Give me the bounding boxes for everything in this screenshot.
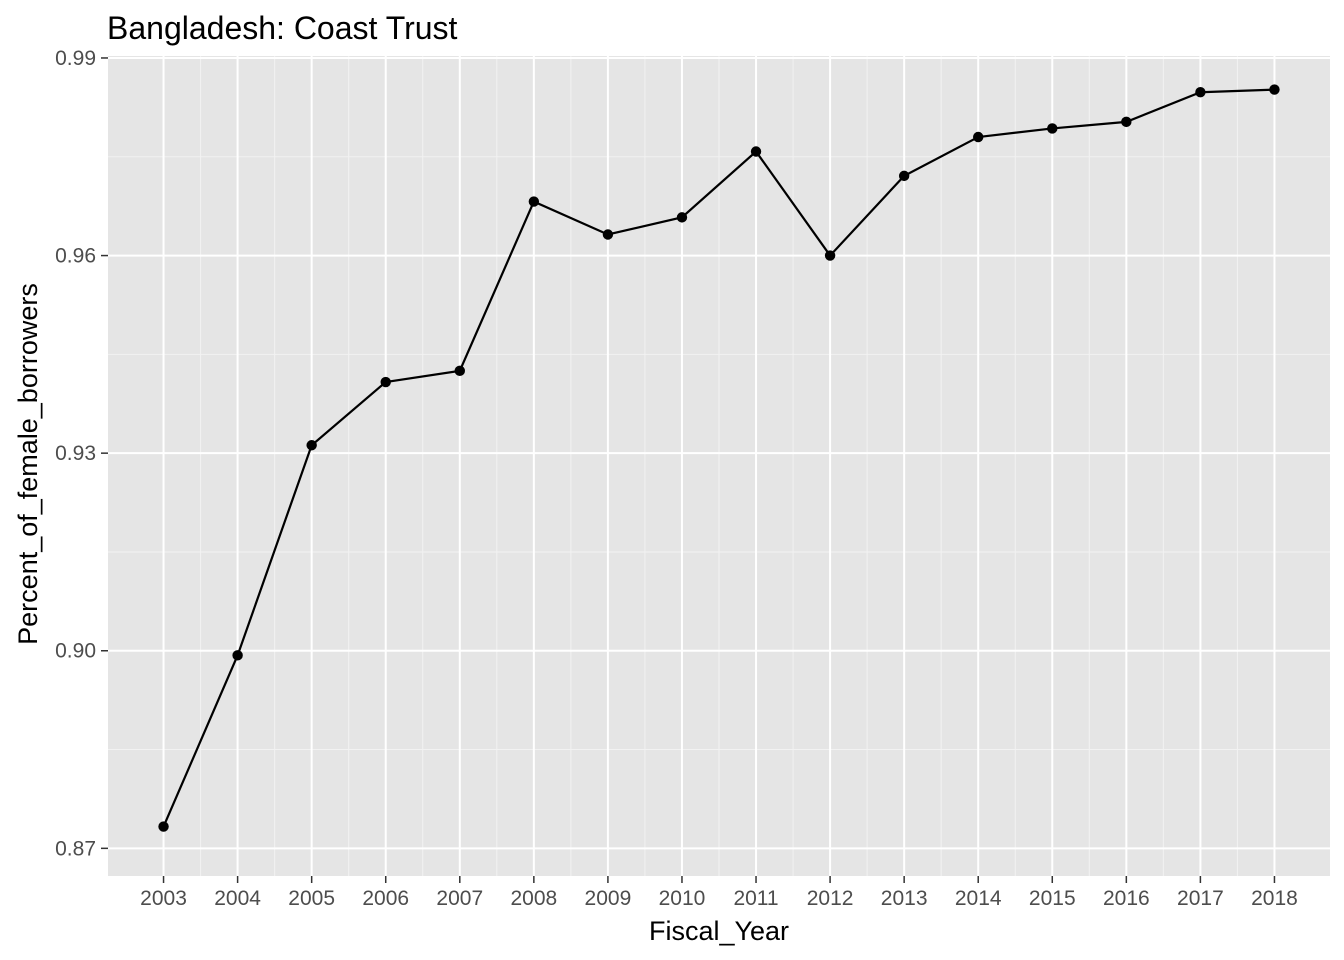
y-tick-label: 0.87 — [55, 837, 96, 860]
x-tick-label: 2010 — [659, 887, 706, 910]
data-points — [158, 84, 1280, 832]
y-axis-title: Percent_of_female_borrowers — [13, 283, 43, 645]
data-point — [528, 196, 540, 207]
x-tick-label: 2005 — [288, 887, 335, 910]
x-tick-label: 2014 — [955, 887, 1002, 910]
x-tick-label: 2015 — [1029, 887, 1076, 910]
x-tick-label: 2007 — [436, 887, 483, 910]
data-point — [973, 131, 984, 143]
data-point — [750, 146, 762, 157]
major-gridlines — [108, 56, 1330, 876]
x-tick-label: 2018 — [1251, 887, 1298, 910]
x-tick-label: 2003 — [140, 887, 187, 910]
x-tick-label: 2008 — [510, 887, 557, 910]
data-point — [898, 170, 910, 182]
data-point — [824, 250, 836, 261]
data-point — [454, 365, 465, 377]
x-tick-label: 2011 — [733, 887, 778, 910]
chart-title: Bangladesh: Coast Trust — [107, 10, 458, 46]
y-tick-label: 0.90 — [55, 640, 96, 663]
series-line — [162, 88, 1275, 828]
data-point — [158, 821, 169, 832]
y-axis: 0.87 0.90 0.93 0.96 0.99 — [55, 47, 108, 860]
x-tick-label: 2012 — [807, 887, 854, 910]
x-axis: 2003 2004 2005 2006 2007 2008 2009 2010 2011 2012… — [140, 876, 1298, 910]
y-tick-label: 0.93 — [55, 442, 96, 465]
data-point — [380, 376, 391, 388]
y-tick-label: 0.96 — [55, 245, 96, 268]
x-tick-label: 2017 — [1177, 887, 1224, 910]
data-point — [1195, 87, 1206, 98]
x-tick-label: 2016 — [1103, 887, 1150, 910]
x-tick-label: 2009 — [585, 887, 632, 910]
data-point — [602, 229, 614, 240]
x-tick-label: 2013 — [881, 887, 928, 910]
x-tick-label: 2004 — [214, 887, 261, 910]
data-point — [232, 650, 243, 661]
data-point — [1047, 123, 1058, 134]
x-tick-label: 2006 — [362, 887, 409, 910]
data-point — [676, 212, 688, 223]
data-point — [306, 440, 317, 451]
y-tick-label: 0.99 — [55, 47, 96, 70]
data-point — [1269, 84, 1280, 95]
x-axis-title: Fiscal_Year — [649, 916, 789, 946]
data-point — [1121, 116, 1132, 128]
